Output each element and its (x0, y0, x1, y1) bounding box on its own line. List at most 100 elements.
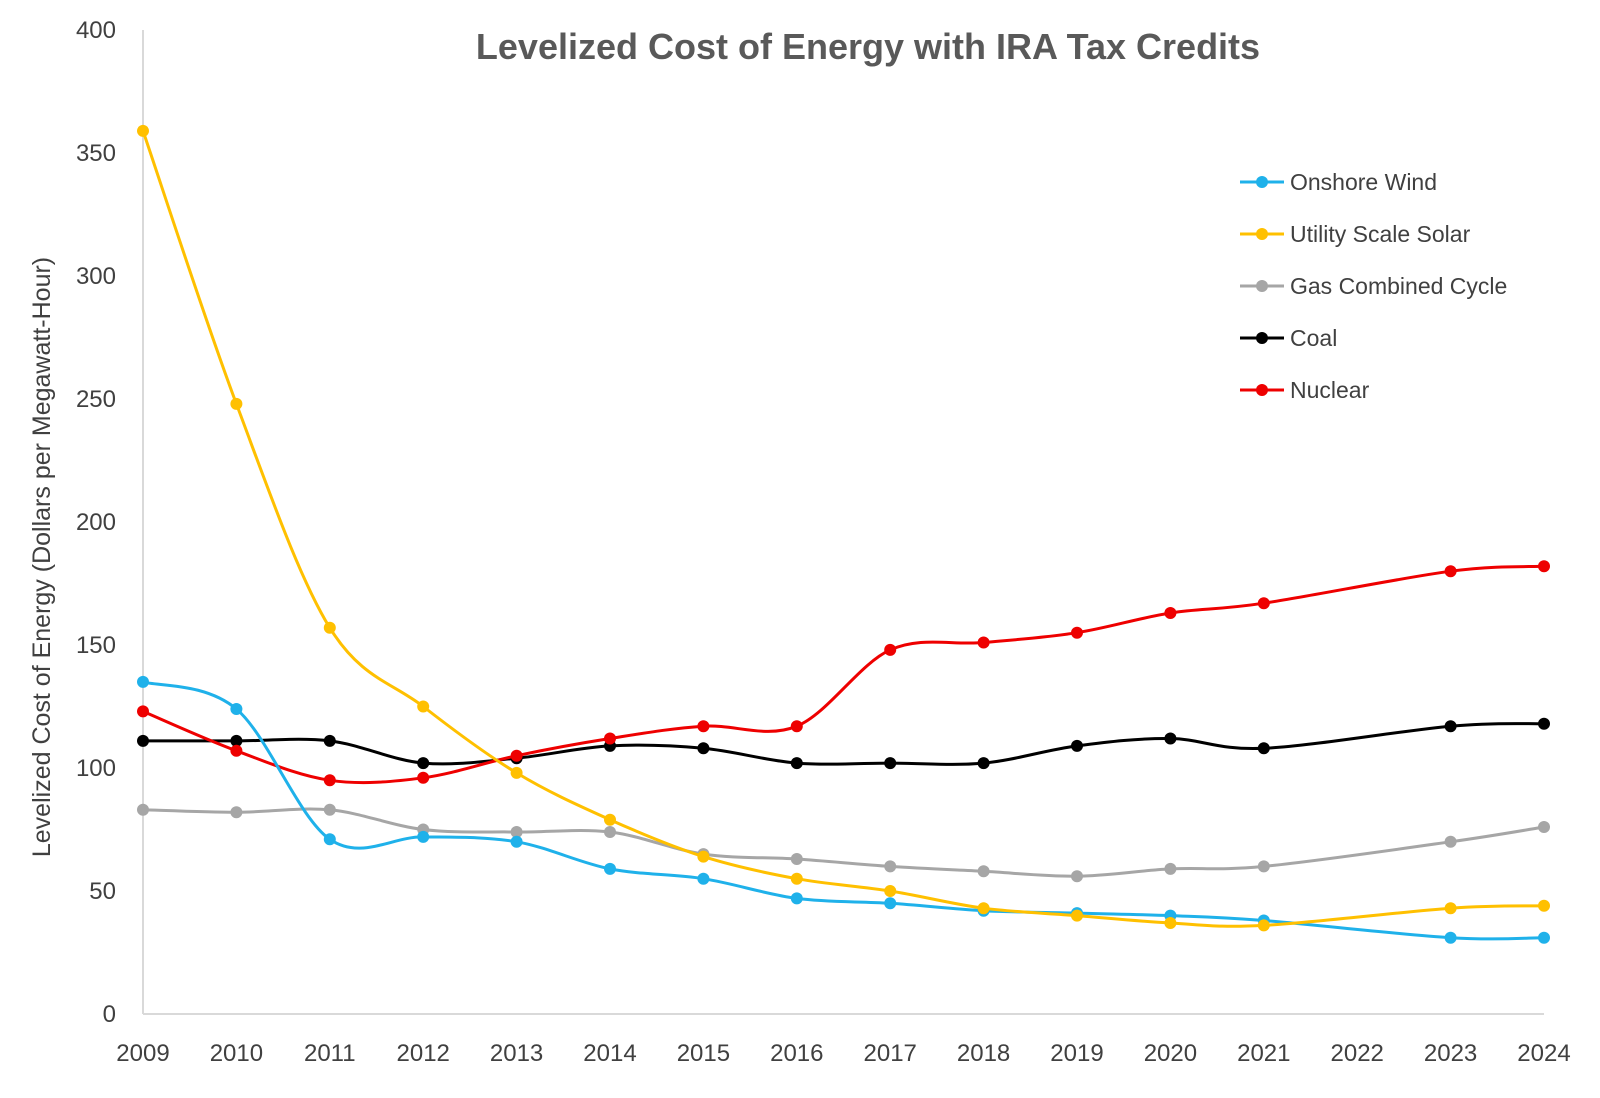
data-point-onshore-wind (697, 872, 710, 885)
y-tick-label: 250 (76, 386, 116, 413)
data-point-gas-combined-cycle (137, 803, 149, 816)
series-nuclear (137, 560, 1550, 787)
data-point-coal (230, 734, 243, 747)
data-point-utility-scale-solar (790, 872, 803, 885)
legend-swatch-marker (1256, 384, 1268, 396)
data-point-utility-scale-solar (604, 813, 616, 826)
data-point-nuclear (417, 771, 430, 784)
data-point-coal (1164, 732, 1177, 745)
y-tick-label: 350 (76, 140, 116, 167)
data-point-gas-combined-cycle (1071, 870, 1083, 883)
data-point-utility-scale-solar (697, 850, 710, 863)
data-point-coal (1538, 717, 1550, 730)
data-point-nuclear (137, 705, 149, 718)
legend-item-nuclear: Nuclear (1240, 377, 1370, 403)
data-point-gas-combined-cycle (323, 803, 336, 816)
data-point-gas-combined-cycle (230, 806, 243, 819)
legend-label: Coal (1290, 325, 1337, 351)
data-point-nuclear (510, 749, 523, 762)
data-point-onshore-wind (884, 897, 897, 910)
data-point-coal (323, 734, 336, 747)
data-point-nuclear (1164, 607, 1177, 619)
data-point-onshore-wind (323, 833, 336, 846)
data-point-coal (697, 742, 710, 755)
data-point-nuclear (790, 720, 803, 733)
x-tick-label: 2017 (864, 1040, 917, 1067)
data-point-nuclear (977, 636, 990, 649)
data-point-utility-scale-solar (510, 766, 523, 779)
legend-label: Nuclear (1290, 377, 1370, 403)
x-tick-label: 2022 (1331, 1040, 1384, 1067)
data-point-onshore-wind (417, 830, 430, 843)
data-point-utility-scale-solar (1257, 919, 1270, 932)
legend-swatch-marker (1256, 176, 1268, 188)
y-tick-label: 50 (89, 878, 116, 905)
data-point-gas-combined-cycle (1444, 835, 1457, 848)
data-point-nuclear (604, 732, 616, 745)
x-tick-label: 2020 (1144, 1040, 1197, 1067)
x-tick-label: 2018 (957, 1040, 1010, 1067)
data-point-gas-combined-cycle (977, 865, 990, 878)
y-tick-labels: 0 50 100 150 200 250 300 350 400 (76, 17, 116, 1028)
x-tick-label: 2023 (1424, 1040, 1477, 1067)
series-line-onshore-wind (141, 680, 1546, 941)
data-point-nuclear (1538, 560, 1550, 573)
series-onshore-wind (137, 675, 1550, 944)
legend-item-onshore-wind: Onshore Wind (1240, 169, 1437, 195)
data-point-onshore-wind (790, 892, 803, 905)
x-tick-label: 2010 (210, 1040, 263, 1067)
data-point-utility-scale-solar (1538, 899, 1550, 912)
data-point-utility-scale-solar (1071, 909, 1083, 922)
y-tick-label: 100 (76, 755, 116, 782)
y-axis-label: Levelized Cost of Energy (Dollars per Me… (28, 257, 56, 857)
data-point-gas-combined-cycle (1257, 860, 1270, 873)
data-point-coal (417, 757, 430, 770)
data-point-nuclear (1444, 565, 1457, 578)
data-point-coal (790, 757, 803, 770)
series-gas-combined-cycle (137, 803, 1550, 883)
legend-item-gas-combined-cycle: Gas Combined Cycle (1240, 273, 1507, 299)
x-tick-labels: 2009 2010 2011 2012 2013 2014 2015 2016 2017 2018… (116, 1040, 1570, 1067)
y-tick-label: 0 (103, 1001, 116, 1028)
x-tick-label: 2016 (770, 1040, 823, 1067)
y-tick-label: 150 (76, 632, 116, 659)
data-point-onshore-wind (604, 862, 616, 875)
data-point-onshore-wind (230, 703, 243, 715)
data-point-utility-scale-solar (323, 621, 336, 634)
data-point-utility-scale-solar (417, 700, 430, 713)
series-line-nuclear (141, 564, 1546, 785)
legend-item-utility-scale-solar: Utility Scale Solar (1240, 221, 1471, 247)
x-tick-label: 2011 (304, 1040, 356, 1067)
data-point-onshore-wind (1444, 931, 1457, 944)
data-point-coal (1071, 739, 1083, 752)
data-point-nuclear (697, 720, 710, 733)
data-point-utility-scale-solar (1444, 902, 1457, 915)
data-point-nuclear (230, 744, 243, 757)
data-point-coal (977, 757, 990, 770)
x-tick-label: 2009 (116, 1040, 169, 1067)
series-utility-scale-solar (137, 124, 1550, 932)
data-point-gas-combined-cycle (884, 860, 897, 873)
data-point-coal (884, 757, 897, 770)
data-point-utility-scale-solar (230, 397, 243, 410)
legend-item-coal: Coal (1240, 325, 1337, 351)
series-line-coal (141, 722, 1546, 766)
x-tick-label: 2012 (397, 1040, 450, 1067)
x-tick-label: 2021 (1237, 1040, 1290, 1067)
data-point-nuclear (323, 774, 336, 787)
x-tick-label: 2015 (677, 1040, 730, 1067)
x-tick-label: 2019 (1050, 1040, 1103, 1067)
data-point-utility-scale-solar (977, 902, 990, 915)
chart-title: Levelized Cost of Energy with IRA Tax Cr… (476, 26, 1260, 67)
data-point-coal (1257, 742, 1270, 755)
legend-label: Utility Scale Solar (1290, 221, 1471, 247)
x-tick-label: 2024 (1517, 1040, 1570, 1067)
legend-label: Gas Combined Cycle (1290, 273, 1507, 299)
y-tick-label: 300 (76, 263, 116, 290)
legend: Onshore Wind Utility Scale Solar Gas Combi… (1240, 169, 1507, 403)
data-point-gas-combined-cycle (510, 826, 523, 838)
x-tick-label: 2013 (490, 1040, 543, 1067)
data-point-nuclear (1257, 597, 1270, 610)
series-line-utility-scale-solar (141, 129, 1546, 928)
